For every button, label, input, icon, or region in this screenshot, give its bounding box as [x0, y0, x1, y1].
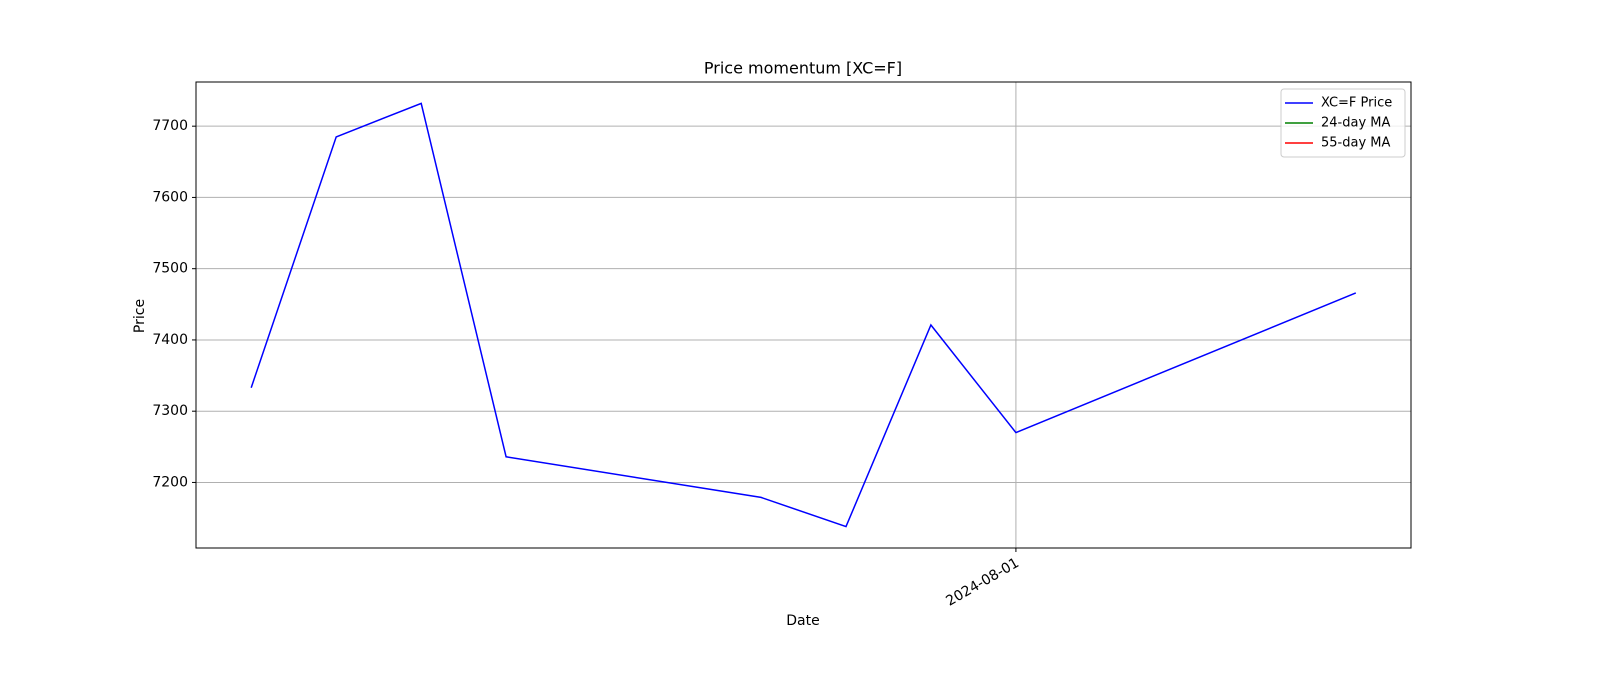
- y-tick-label: 7600: [152, 189, 188, 205]
- legend-label: 55-day MA: [1321, 136, 1390, 151]
- chart-title: Price momentum [XC=F]: [704, 59, 902, 78]
- x-axis-label: Date: [786, 613, 819, 629]
- legend: XC=F Price 24-day MA 55-day MA: [1280, 88, 1406, 158]
- y-tick-label: 7700: [152, 118, 188, 134]
- x-tick-label: 2024-08-01: [943, 555, 1021, 610]
- price-line: [250, 102, 1357, 528]
- legend-label: XC=F Price: [1321, 96, 1392, 111]
- y-axis-label: Price: [132, 299, 148, 333]
- y-tick-label: 7500: [152, 261, 188, 277]
- plot-frame: [195, 81, 1412, 549]
- y-tick-label: 7400: [152, 332, 188, 348]
- legend-label: 24-day MA: [1321, 116, 1390, 131]
- legend-box: [1280, 88, 1406, 158]
- y-tick-label: 7200: [152, 474, 188, 490]
- y-tick-label: 7300: [152, 403, 188, 419]
